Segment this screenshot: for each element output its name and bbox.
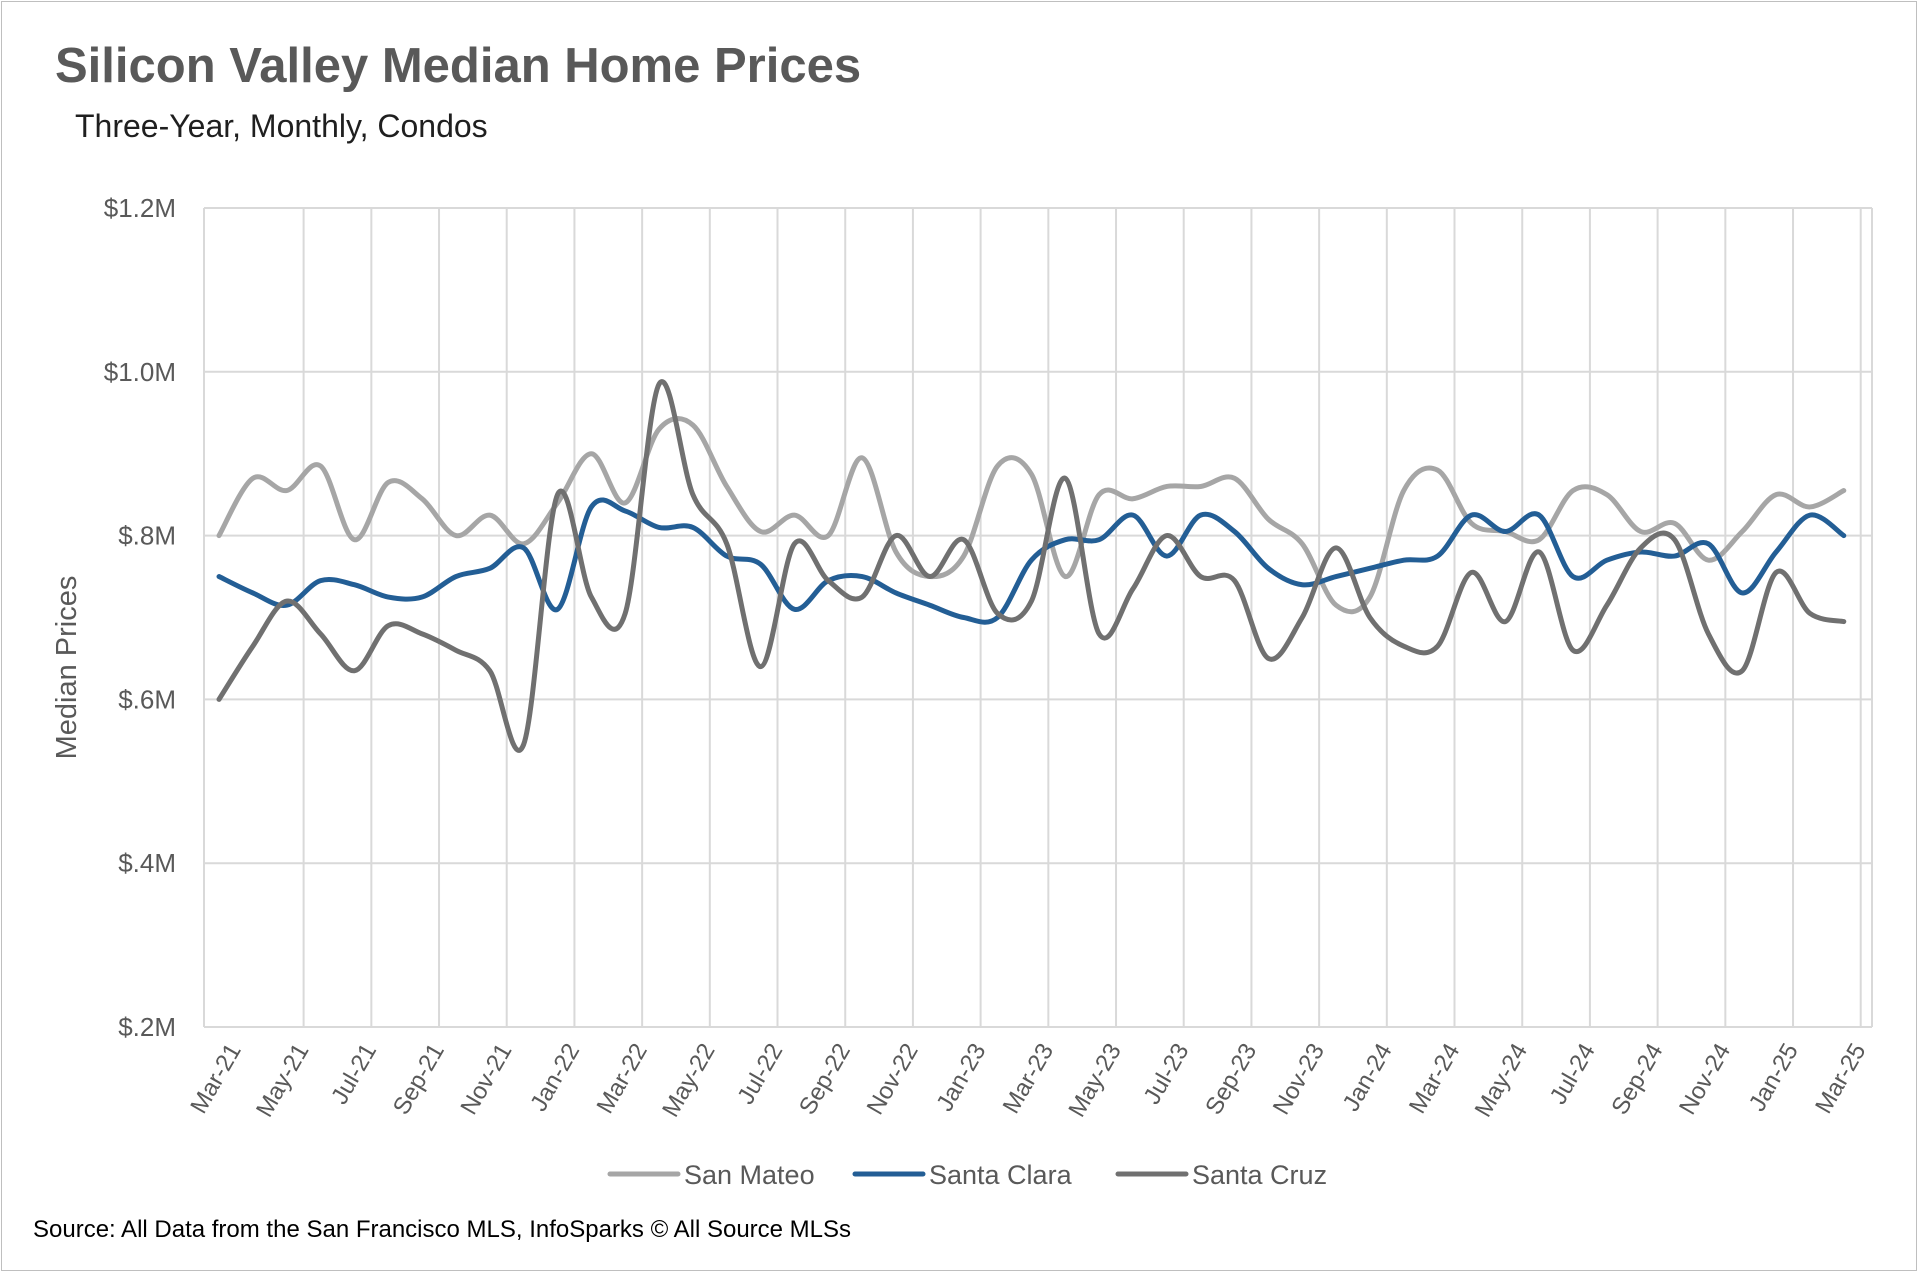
x-tick-label: Mar-24 bbox=[1404, 1039, 1465, 1118]
x-tick-label: Nov-23 bbox=[1268, 1039, 1330, 1120]
x-tick-label: Jul-23 bbox=[1138, 1039, 1194, 1109]
series-line-santa-cruz bbox=[216, 379, 1847, 753]
y-axis-label: Median Prices bbox=[51, 576, 83, 760]
y-tick-label: $.8M bbox=[118, 521, 176, 551]
x-tick-label: Jan-25 bbox=[1744, 1039, 1804, 1116]
x-axis-ticks: Mar-21 May-21 Jul-21 Sep-21 Nov-21 Jan-22 Mar-… bbox=[185, 1039, 1871, 1122]
x-tick-label: Jul-21 bbox=[326, 1039, 382, 1109]
y-gridlines bbox=[204, 207, 1872, 1028]
x-tick-label: May-21 bbox=[251, 1039, 314, 1122]
y-tick-label: $1.2M bbox=[104, 193, 176, 223]
chart-title: Silicon Valley Median Home Prices bbox=[55, 39, 862, 93]
x-tick-label: Jul-24 bbox=[1545, 1039, 1601, 1109]
x-tick-label: May-23 bbox=[1063, 1039, 1126, 1122]
source-note: Source: All Data from the San Francisco … bbox=[33, 1216, 852, 1243]
y-tick-label: $.4M bbox=[118, 848, 176, 878]
x-tick-label: May-24 bbox=[1470, 1039, 1533, 1122]
y-tick-label: $1.0M bbox=[104, 357, 176, 387]
y-tick-label: $.2M bbox=[118, 1012, 176, 1042]
y-tick-label: $.6M bbox=[118, 684, 176, 714]
x-tick-label: Sep-24 bbox=[1606, 1039, 1668, 1120]
x-tick-label: Sep-21 bbox=[388, 1039, 450, 1120]
x-tick-label: Jan-24 bbox=[1338, 1039, 1398, 1116]
x-tick-label: Nov-24 bbox=[1674, 1039, 1736, 1120]
series-lines bbox=[216, 379, 1847, 753]
x-tick-label: Sep-22 bbox=[794, 1039, 856, 1120]
series-line-santa-clara bbox=[216, 497, 1847, 625]
x-tick-label: Nov-21 bbox=[455, 1039, 517, 1120]
y-axis-ticks: $.2M $.4M $.6M $.8M $1.0M $1.2M bbox=[104, 193, 176, 1042]
x-gridlines bbox=[203, 208, 1873, 1027]
x-tick-label: Mar-23 bbox=[998, 1039, 1059, 1118]
series-line-san-mateo bbox=[216, 416, 1847, 615]
x-tick-label: Mar-22 bbox=[592, 1039, 653, 1118]
x-tick-label: Sep-23 bbox=[1200, 1039, 1262, 1120]
x-tick-label: Nov-22 bbox=[862, 1039, 924, 1120]
legend-label: Santa Cruz bbox=[1192, 1160, 1327, 1190]
chart-subtitle: Three-Year, Monthly, Condos bbox=[75, 108, 488, 144]
x-tick-label: Jan-22 bbox=[525, 1039, 585, 1116]
x-tick-label: Mar-25 bbox=[1810, 1039, 1871, 1118]
x-tick-label: May-22 bbox=[657, 1039, 720, 1122]
legend-label: San Mateo bbox=[684, 1160, 815, 1190]
x-tick-label: Jan-23 bbox=[931, 1039, 991, 1116]
x-tick-label: Jul-22 bbox=[732, 1039, 788, 1109]
x-tick-label: Mar-21 bbox=[185, 1039, 246, 1118]
legend-label: Santa Clara bbox=[929, 1160, 1073, 1190]
legend: San Mateo Santa Clara Santa Cruz bbox=[607, 1160, 1327, 1190]
